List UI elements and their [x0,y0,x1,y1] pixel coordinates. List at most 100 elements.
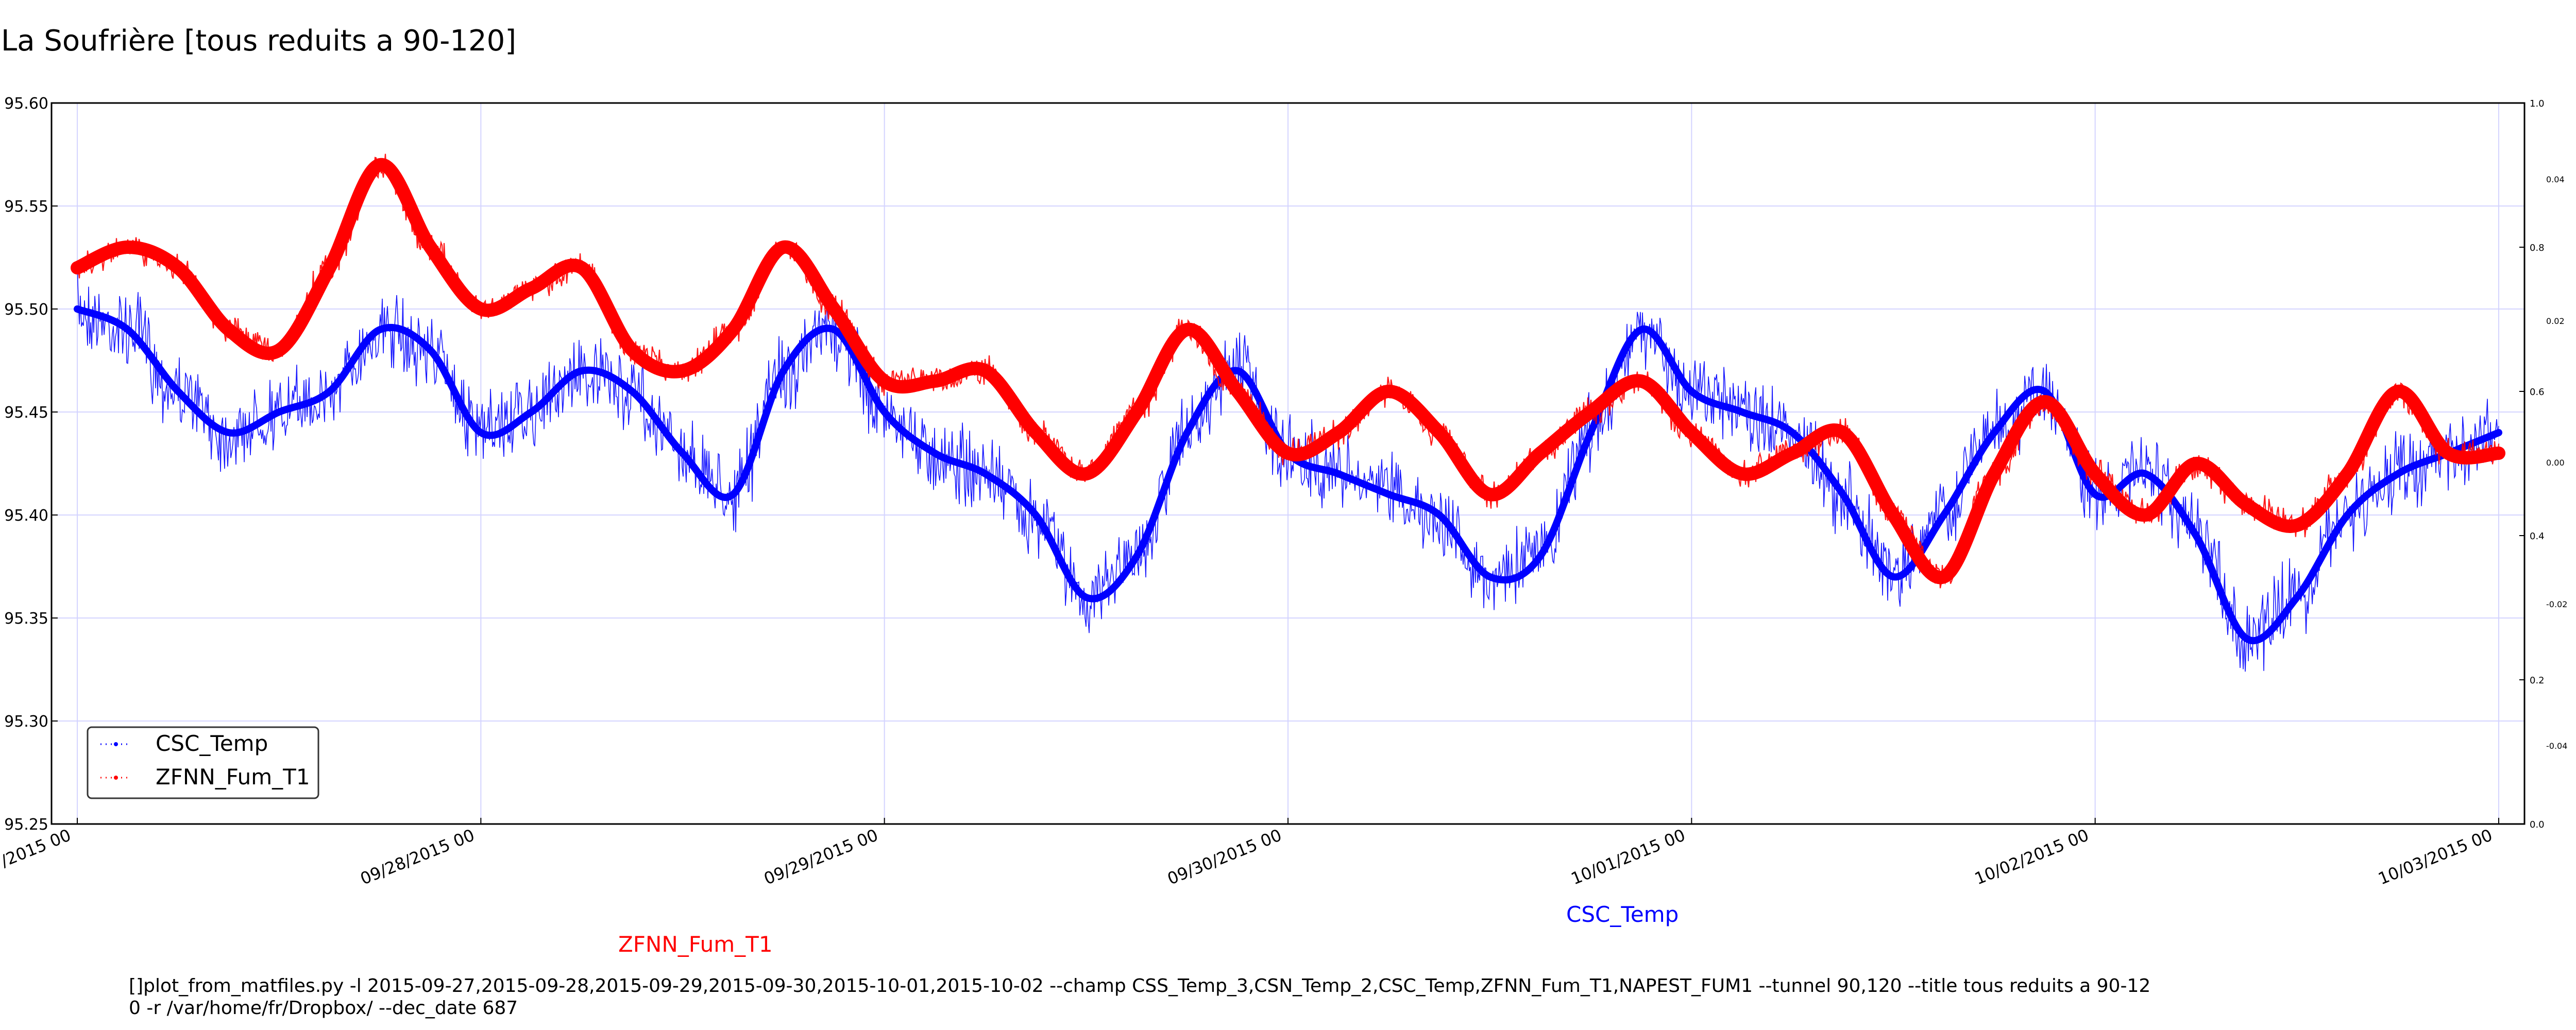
series-point-CSC_Temp [75,307,79,311]
y2-tick-label: 0.6 [2530,387,2545,398]
command-line-2: 0 -r /var/home/fr/Dropbox/ --dec_date 68… [129,998,518,1019]
series-point-ZFNN_Fum_T1 [1134,410,1139,414]
series-point-ZFNN_Fum_T1 [2497,451,2501,455]
series-point-CSC_Temp [832,328,836,332]
series-point-ZFNN_Fum_T1 [832,307,836,311]
series-point-CSC_Temp [479,431,483,435]
series-point-ZFNN_Fum_T1 [2042,400,2047,404]
series-point-ZFNN_Fum_T1 [479,307,483,311]
y3-tick-label: -0.04 [2546,741,2567,751]
series-point-ZFNN_Fum_T1 [75,266,79,270]
series-point-CSC_Temp [1891,575,1895,579]
x-tick-label: 10/03/2015 00 [2376,825,2495,888]
series-point-ZFNN_Fum_T1 [781,245,786,249]
series-point-CSC_Temp [630,389,635,393]
series-point-ZFNN_Fum_T1 [327,266,332,270]
x-tick-label: 10/02/2015 00 [1972,825,2091,888]
series-point-ZFNN_Fum_T1 [277,348,281,352]
series-point-CSC_Temp [2143,472,2148,476]
series-point-CSC_Temp [2194,534,2198,538]
series-point-CSC_Temp [1487,575,1492,579]
series-point-CSC_Temp [226,431,231,435]
legend-label-csc: CSC_Temp [156,731,268,756]
series-point-ZFNN_Fum_T1 [529,286,534,290]
series-point-CSC_Temp [428,348,433,352]
series-point-ZFNN_Fum_T1 [2345,472,2350,476]
series-point-ZFNN_Fum_T1 [2093,472,2097,476]
y-tick-label: 95.35 [4,610,48,628]
series-point-ZFNN_Fum_T1 [1487,492,1492,496]
series-point-CSC_Temp [1941,513,1946,517]
series-point-CSC_Temp [1084,595,1089,599]
y3-tick-label: 0.04 [2546,175,2565,184]
series-point-ZFNN_Fum_T1 [933,379,937,383]
y-tick-label: 95.30 [4,713,48,731]
series-point-ZFNN_Fum_T1 [1841,431,1845,435]
series-point-CSC_Temp [1992,431,1996,435]
series-point-CSC_Temp [580,369,584,373]
series-point-ZFNN_Fum_T1 [1689,431,1694,435]
series-point-CSC_Temp [277,410,281,414]
y-tick-label: 95.40 [4,507,48,525]
series-point-CSC_Temp [1538,554,1543,558]
series-label-csc: CSC_Temp [1566,902,1679,927]
series-point-CSC_Temp [882,410,887,414]
series-point-CSC_Temp [1185,431,1190,435]
series-point-CSC_Temp [2244,637,2249,641]
y-tick-label: 95.25 [4,816,48,834]
series-point-CSC_Temp [933,451,937,455]
legend-label-zfnn: ZFNN_Fum_T1 [156,764,310,789]
series-point-ZFNN_Fum_T1 [176,266,180,270]
series-point-ZFNN_Fum_T1 [1033,431,1038,435]
series-point-ZFNN_Fum_T1 [125,245,130,249]
series-point-ZFNN_Fum_T1 [2396,389,2400,393]
x-tick-label: 09/29/2015 00 [761,825,880,888]
series-point-CSC_Temp [1033,513,1038,517]
series-point-ZFNN_Fum_T1 [882,379,887,383]
series-point-ZFNN_Fum_T1 [2295,523,2299,527]
series-point-CSC_Temp [2093,492,2097,496]
series-point-CSC_Temp [1386,492,1391,496]
series-point-CSC_Temp [1235,369,1240,373]
series-point-ZFNN_Fum_T1 [1185,328,1190,332]
series-point-ZFNN_Fum_T1 [1538,451,1543,455]
series-point-ZFNN_Fum_T1 [226,328,231,332]
x-tick-label: 09/30/2015 00 [1165,825,1284,888]
command-line-1: []plot_from_matfiles.py -l 2015-09-27,20… [129,975,2151,997]
series-point-CSC_Temp [1134,554,1139,558]
series-point-ZFNN_Fum_T1 [1386,389,1391,393]
series-point-ZFNN_Fum_T1 [428,245,433,249]
series-point-CSC_Temp [125,328,130,332]
y-tick-label: 95.45 [4,404,48,422]
series-point-CSC_Temp [529,410,534,414]
series-point-ZFNN_Fum_T1 [681,369,685,373]
series-point-CSC_Temp [2295,595,2299,599]
y-tick-label: 95.50 [4,301,48,319]
series-point-ZFNN_Fum_T1 [983,369,988,373]
x-tick-label: 10/01/2015 00 [1568,825,1688,888]
series-point-ZFNN_Fum_T1 [1639,379,1643,383]
series-point-ZFNN_Fum_T1 [2244,503,2249,507]
series-point-ZFNN_Fum_T1 [1740,472,1744,476]
series-point-CSC_Temp [2497,431,2501,435]
y-axis-left: 95.25 95.30 95.35 95.40 95.45 95.50 95.55 95.60 [4,95,58,834]
series-point-CSC_Temp [327,389,332,393]
series-point-CSC_Temp [681,451,685,455]
y2-tick-label: 0.4 [2530,531,2545,542]
series-point-ZFNN_Fum_T1 [1286,451,1290,455]
series-point-CSC_Temp [983,472,988,476]
series-point-CSC_Temp [176,389,180,393]
series-point-CSC_Temp [1588,431,1593,435]
series-point-CSC_Temp [1336,472,1341,476]
chart-title: La Soufrière [tous reduits a 90-120] [1,24,516,58]
y2-tick-label: 0.8 [2530,243,2545,253]
series-point-CSC_Temp [1437,513,1442,517]
series-line-ZFNN_Fum_T1 [71,158,2505,585]
series-point-ZFNN_Fum_T1 [1891,513,1895,517]
x-axis: 09/27/2015 00 09/28/2015 00 09/29/2015 00 0… [0,818,2499,889]
series-point-ZFNN_Fum_T1 [1941,575,1946,579]
series-point-ZFNN_Fum_T1 [2194,461,2198,466]
series-point-CSC_Temp [1740,410,1744,414]
series-point-CSC_Temp [731,492,735,496]
